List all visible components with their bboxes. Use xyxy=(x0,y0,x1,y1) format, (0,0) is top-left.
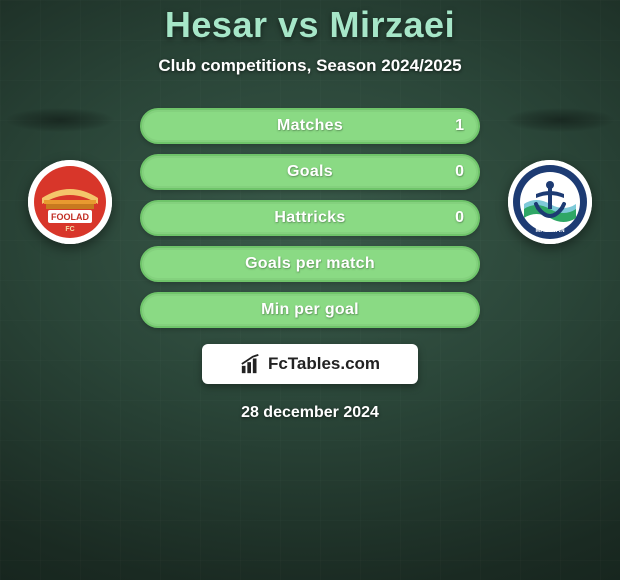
stat-label: Hattricks xyxy=(274,209,345,227)
stat-label: Min per goal xyxy=(261,301,359,319)
content-container: Hesar vs Mirzaei Club competitions, Seas… xyxy=(0,0,620,580)
foolad-logo-icon: FOOLAD FC xyxy=(28,160,112,244)
stat-value-right: 0 xyxy=(455,163,464,181)
stat-row: Goals per match xyxy=(140,246,480,282)
brand-badge[interactable]: FcTables.com xyxy=(202,344,418,384)
svg-text:FOOLAD: FOOLAD xyxy=(51,212,89,222)
stat-label: Matches xyxy=(277,117,343,135)
spotlight-right xyxy=(506,108,614,132)
svg-text:MALAVAN: MALAVAN xyxy=(535,228,564,234)
stats-area: FOOLAD FC MALAVAN xyxy=(0,108,620,422)
spotlight-left xyxy=(6,108,114,132)
page-title: Hesar vs Mirzaei xyxy=(165,4,455,46)
stat-label: Goals xyxy=(287,163,333,181)
brand-text: FcTables.com xyxy=(268,354,380,374)
stat-label: Goals per match xyxy=(245,255,375,273)
season-subtitle: Club competitions, Season 2024/2025 xyxy=(158,56,461,76)
match-date: 28 december 2024 xyxy=(241,404,379,422)
team-logo-right: MALAVAN xyxy=(500,160,600,244)
stat-pills-list: Matches 1 Goals 0 Hattricks 0 Goals per match M… xyxy=(140,108,480,328)
stat-row: Goals 0 xyxy=(140,154,480,190)
team-logo-left: FOOLAD FC xyxy=(20,160,120,244)
stat-row: Min per goal xyxy=(140,292,480,328)
malavan-logo-icon: MALAVAN xyxy=(508,160,592,244)
stat-value-right: 0 xyxy=(455,209,464,227)
stat-row: Matches 1 xyxy=(140,108,480,144)
stat-value-right: 1 xyxy=(455,117,464,135)
bar-chart-icon xyxy=(240,353,262,375)
svg-text:FC: FC xyxy=(65,226,74,233)
stat-row: Hattricks 0 xyxy=(140,200,480,236)
